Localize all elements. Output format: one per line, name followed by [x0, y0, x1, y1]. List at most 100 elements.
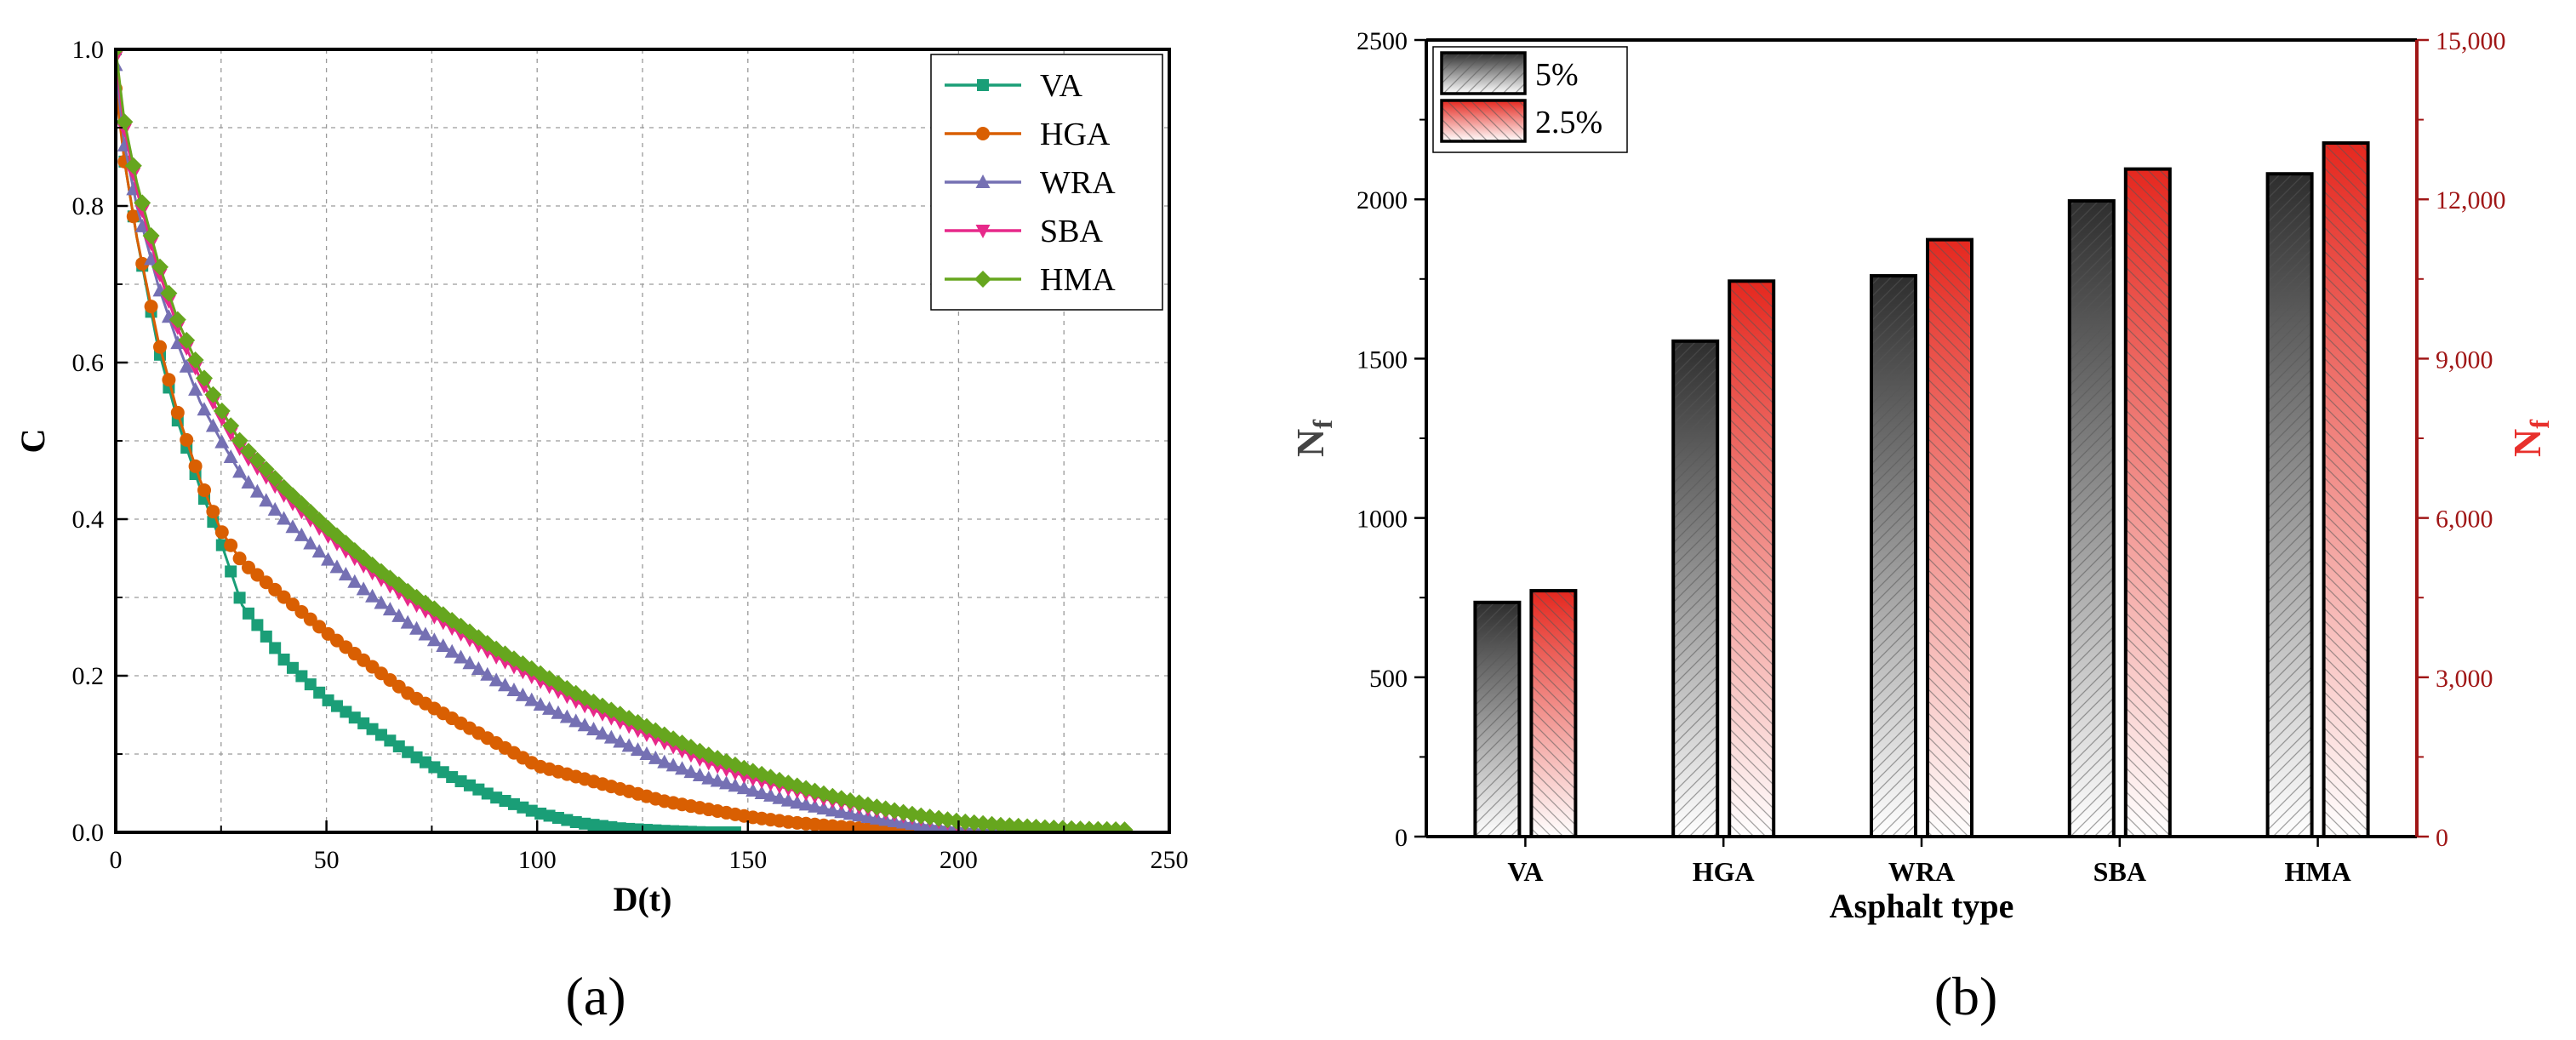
b-x-tick-label: WRA	[1888, 856, 1955, 887]
a-legend-swatch-marker	[977, 79, 989, 91]
a-data-point	[152, 340, 167, 354]
a-data-point	[224, 538, 238, 552]
a-y-tick-label: 1.0	[72, 36, 105, 64]
b-legend: 5% 2.5%	[1432, 46, 1628, 153]
b-bar-hatch	[2323, 143, 2368, 837]
b-bar-hatch	[1928, 239, 1972, 837]
a-x-tick-label: 100	[518, 846, 557, 874]
a-data-point	[232, 464, 248, 478]
a-legend-label: WRA	[1040, 165, 1116, 201]
b-left-axis-title-sub: f	[1307, 420, 1338, 429]
a-y-tick-label: 0.0	[72, 819, 105, 847]
b-axis-ticks: 0 500 1000 1500 2000 2500 0 3,000 6,000 9,000 12,0…	[1357, 27, 2506, 887]
b-left-tick-label: 2500	[1357, 27, 1408, 55]
b-bar-sba-2-5pct	[2123, 167, 2172, 838]
a-data-point	[269, 642, 282, 654]
b-bar-va-2-5pct	[1529, 589, 1578, 838]
b-legend-entry-5pct: 5%	[1440, 51, 1579, 95]
a-x-tick-label: 250	[1151, 846, 1189, 874]
b-bar-va-5pct	[1473, 600, 1522, 838]
a-legend-entry-hma: HMA	[945, 262, 1116, 298]
b-x-axis-title: Asphalt type	[1830, 887, 2014, 925]
a-y-tick-label: 0.8	[72, 192, 105, 220]
a-legend-label: HMA	[1040, 262, 1116, 298]
b-right-tick-label: 3,000	[2436, 665, 2493, 693]
svg-text:Nf: Nf	[1288, 420, 1338, 457]
b-left-axis-title-main: N	[1288, 429, 1332, 457]
a-legend-entry-wra: WRA	[945, 165, 1116, 201]
panel-label-b: (b)	[1934, 966, 1998, 1026]
b-left-tick-label: 1500	[1357, 346, 1408, 374]
a-series-wra	[116, 57, 1088, 832]
a-series-hga	[116, 82, 963, 832]
svg-text:Nf: Nf	[2505, 420, 2555, 457]
b-bar-hma-5pct	[2265, 172, 2314, 839]
a-data-point	[251, 619, 264, 631]
b-right-axis-title-sub: f	[2524, 420, 2555, 429]
a-data-point	[225, 565, 237, 578]
a-data-point	[162, 373, 176, 387]
b-legend-swatch-hatch	[1442, 100, 1525, 141]
b-bar-hga-2-5pct	[1728, 279, 1776, 838]
a-data-point	[1116, 821, 1134, 832]
a-series-hma	[116, 49, 1134, 832]
b-legend-label: 5%	[1535, 57, 1579, 93]
b-bar-hatch	[2069, 201, 2114, 837]
b-right-axis-title: Nf	[2505, 420, 2555, 457]
b-legend-swatch-outline	[1440, 51, 1527, 95]
b-bar-wra-5pct	[1870, 274, 1917, 838]
b-right-tick-label: 15,000	[2436, 27, 2506, 55]
a-data-point	[180, 432, 194, 447]
a-data-point	[242, 607, 254, 620]
a-data-point	[170, 405, 185, 420]
a-data-point	[223, 449, 238, 464]
b-bar-hatch	[2125, 169, 2170, 837]
b-x-tick-label: HGA	[1693, 856, 1755, 887]
b-legend-swatch-hatch	[1442, 53, 1525, 94]
b-right-tick-label: 12,000	[2436, 186, 2506, 214]
a-y-tick-label: 0.4	[72, 506, 105, 534]
b-left-tick-label: 500	[1369, 665, 1408, 693]
a-legend-label: HGA	[1040, 117, 1111, 152]
b-x-tick-label: VA	[1507, 856, 1543, 887]
a-y-axis-title: C	[14, 429, 52, 454]
a-data-point	[205, 418, 220, 432]
a-data-point	[214, 525, 229, 540]
a-data-point	[233, 591, 246, 604]
a-x-tick-label: 50	[314, 846, 340, 874]
a-series-va	[116, 49, 741, 832]
a-legend-label: SBA	[1040, 214, 1103, 249]
b-right-tick-label: 9,000	[2436, 346, 2493, 374]
b-x-tick-label: SBA	[2093, 856, 2146, 887]
b-bar-hatch	[1871, 276, 1916, 837]
b-bar-hatch	[2267, 174, 2312, 837]
b-left-axis-title: Nf	[1288, 420, 1338, 457]
a-x-tick-label: 0	[110, 846, 123, 874]
b-legend-label: 2.5%	[1535, 105, 1602, 140]
bar-chart-panel-b: 0 500 1000 1500 2000 2500 0 3,000 6,000 9,000 12,0…	[1288, 27, 2555, 1026]
a-y-tick-label: 0.2	[72, 662, 105, 690]
b-bar-hma-2-5pct	[2322, 141, 2370, 838]
a-x-axis-title: D(t)	[614, 880, 672, 918]
b-left-tick-label: 2000	[1357, 186, 1408, 214]
b-legend-swatch-outline	[1440, 99, 1527, 143]
b-bar-hatch	[1475, 602, 1520, 837]
a-legend-entry-hga: HGA	[945, 117, 1111, 152]
b-bar-sba-5pct	[2067, 199, 2116, 838]
b-legend-entry-2-5pct: 2.5%	[1440, 99, 1602, 143]
a-legend: VA HGA WRA SBA HMA	[930, 54, 1163, 311]
b-right-tick-label: 6,000	[2436, 506, 2493, 534]
a-data-point	[204, 386, 222, 403]
a-legend-entry-sba: SBA	[945, 214, 1103, 249]
a-data-point	[197, 402, 212, 416]
b-right-tick-label: 0	[2436, 824, 2448, 852]
panel-label-a: (a)	[565, 966, 625, 1026]
a-data-point	[144, 300, 158, 314]
a-data-point	[213, 402, 231, 420]
a-legend-label: VA	[1040, 68, 1083, 104]
a-data-point	[260, 630, 272, 643]
b-bar-hatch	[1673, 340, 1718, 837]
a-x-tick-label: 200	[940, 846, 978, 874]
line-chart-panel-a: 0 50 100 150 200 250 0.0 0.2 0.4 0.6 0.8 1.0 D(t) C…	[14, 36, 1189, 1026]
